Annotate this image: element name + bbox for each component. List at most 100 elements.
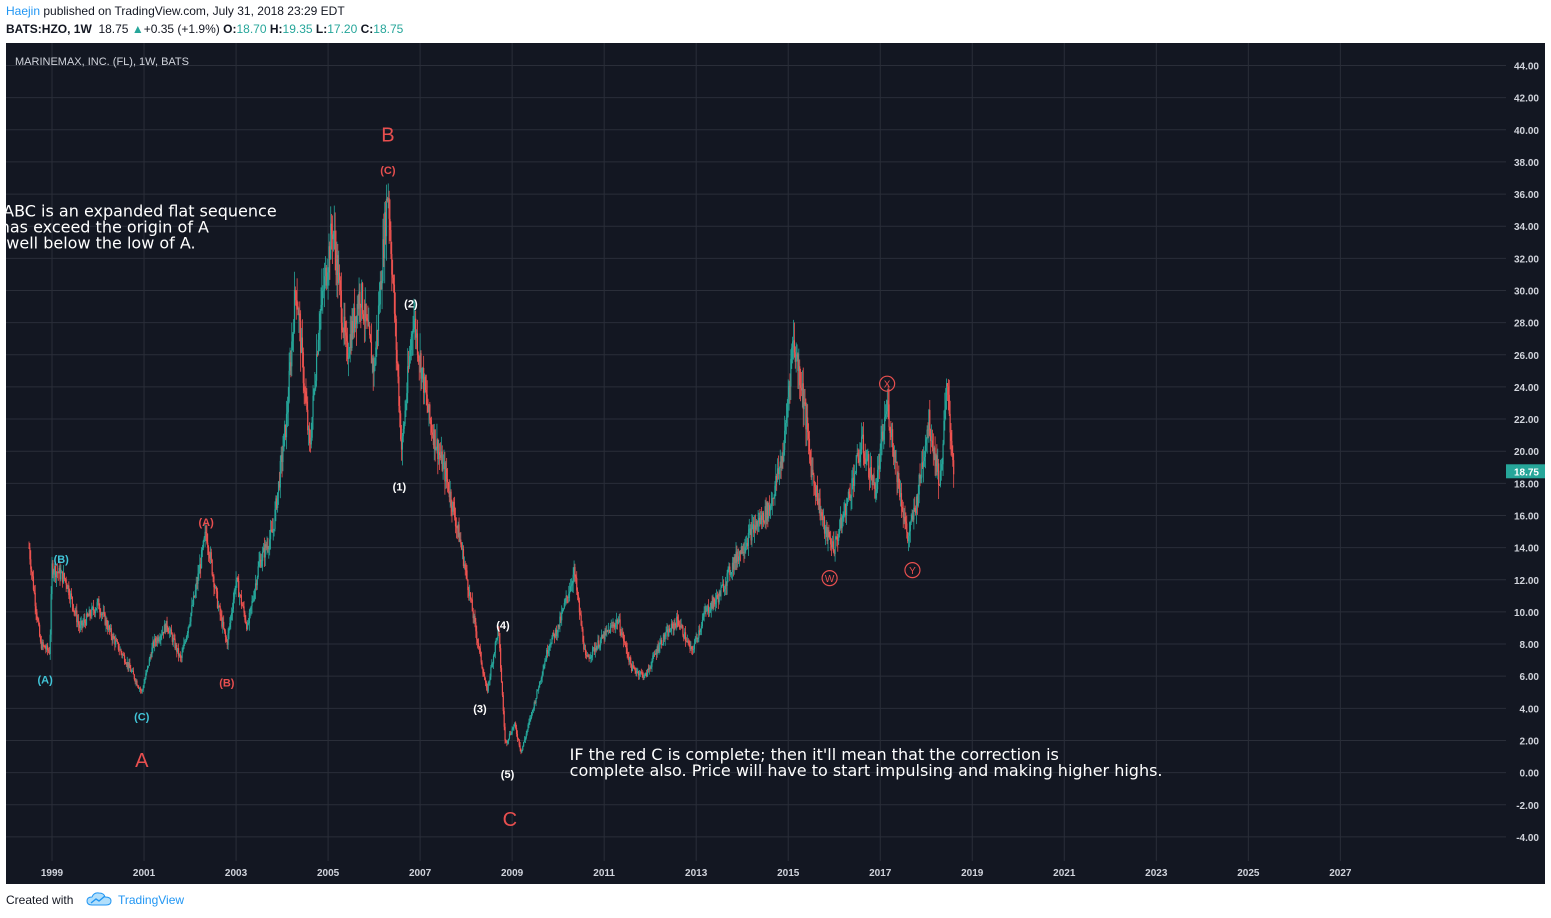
candle-body [121, 652, 123, 656]
candle-body [585, 655, 588, 657]
candle-body [698, 630, 700, 638]
candle-body [431, 432, 434, 435]
high-value: 19.35 [282, 22, 313, 36]
candle-body [496, 637, 498, 639]
candle-body [203, 537, 205, 541]
candle-body [739, 551, 742, 555]
candle-body [912, 515, 914, 520]
candle-body [911, 515, 913, 520]
candle-body [337, 255, 339, 283]
candle-body [390, 230, 392, 254]
candle-body [172, 638, 174, 642]
candle-body [67, 585, 69, 589]
candle-body [800, 387, 803, 391]
price-chart[interactable]: B(C)(2)(1)(A)(B)(B)(A)(C)A(4)(3)(5)CXWY … [0, 43, 1551, 884]
candle-body [363, 320, 365, 322]
candle-body [779, 461, 781, 468]
candle-body [735, 551, 737, 563]
candle-body [62, 573, 65, 583]
candle-body [57, 572, 59, 574]
candle-body [475, 622, 477, 632]
candle-body [607, 630, 609, 631]
candle-body [200, 564, 202, 569]
candle-body [509, 733, 511, 735]
candle-body [584, 649, 586, 651]
candle-body [909, 522, 911, 532]
candle-body [913, 507, 915, 520]
candle-body [226, 641, 228, 645]
candle-body [838, 528, 841, 535]
candle-body [859, 454, 861, 463]
ohlc-line: BATS:HZO, 1W 18.75 ▲+0.35 (+1.9%) O:18.7… [6, 22, 403, 36]
tradingview-link[interactable]: TradingView [118, 893, 185, 907]
candle-body [139, 688, 142, 691]
candle-body [168, 630, 170, 634]
candle-body [917, 494, 919, 506]
candle-body [455, 526, 457, 528]
candle-body [245, 619, 247, 624]
candle-body [556, 632, 558, 636]
price-axis[interactable] [1506, 43, 1545, 884]
candle-body [705, 610, 707, 612]
candle-body [519, 745, 521, 749]
candle-body [193, 595, 196, 597]
candle-body [520, 748, 522, 753]
candle-body [602, 634, 604, 638]
candle-body [875, 491, 877, 499]
candle-body [442, 463, 444, 471]
candle-body [906, 523, 908, 533]
candle-body [860, 449, 862, 455]
candle-body [694, 637, 696, 644]
candle-body [538, 687, 540, 690]
candle-body [249, 608, 251, 613]
candle-body [112, 635, 114, 641]
chart-pane[interactable] [6, 43, 1506, 861]
candle-body [734, 557, 736, 563]
x-tick-label: 2027 [1329, 868, 1352, 879]
candle-body [543, 665, 545, 670]
candle-body [660, 640, 662, 643]
candle-body [525, 733, 527, 738]
candle-body [202, 540, 204, 548]
candle-body [229, 622, 231, 628]
candle-body [830, 538, 832, 545]
candle-body [898, 473, 900, 488]
candle-body [93, 610, 96, 614]
candle-body [368, 325, 370, 327]
candle-body [394, 313, 396, 319]
author-link[interactable]: Haejin [6, 4, 41, 18]
candle-body [479, 648, 481, 653]
candle-body [338, 272, 340, 283]
candle-body [158, 639, 160, 641]
candle-body [279, 460, 281, 488]
candle-body [649, 667, 651, 669]
candle-body [533, 702, 535, 710]
time-axis[interactable] [6, 861, 1506, 884]
candle-body [778, 467, 780, 475]
candle-body [609, 626, 611, 634]
candle-body [554, 629, 557, 638]
open-label: O: [223, 22, 237, 36]
candle-body [580, 614, 582, 626]
candle-body [403, 423, 405, 429]
candle-body [851, 478, 853, 496]
candle-body [605, 630, 607, 632]
candle-body [824, 528, 826, 534]
candle-body [827, 530, 829, 541]
candle-body [408, 355, 411, 367]
candle-body [935, 455, 937, 467]
candle-body [397, 363, 399, 377]
candle-body [361, 283, 364, 315]
close-label: C: [360, 22, 374, 36]
candle-body [849, 493, 851, 499]
candle-body [854, 473, 857, 474]
candle-body [477, 639, 479, 643]
candle-body [484, 680, 487, 683]
candle-body [673, 623, 675, 630]
candle-body [499, 633, 501, 649]
candle-body [833, 551, 835, 555]
candle-body [263, 547, 265, 558]
candle-body [566, 596, 568, 598]
candle-body [807, 432, 810, 439]
candle-body [359, 291, 361, 306]
